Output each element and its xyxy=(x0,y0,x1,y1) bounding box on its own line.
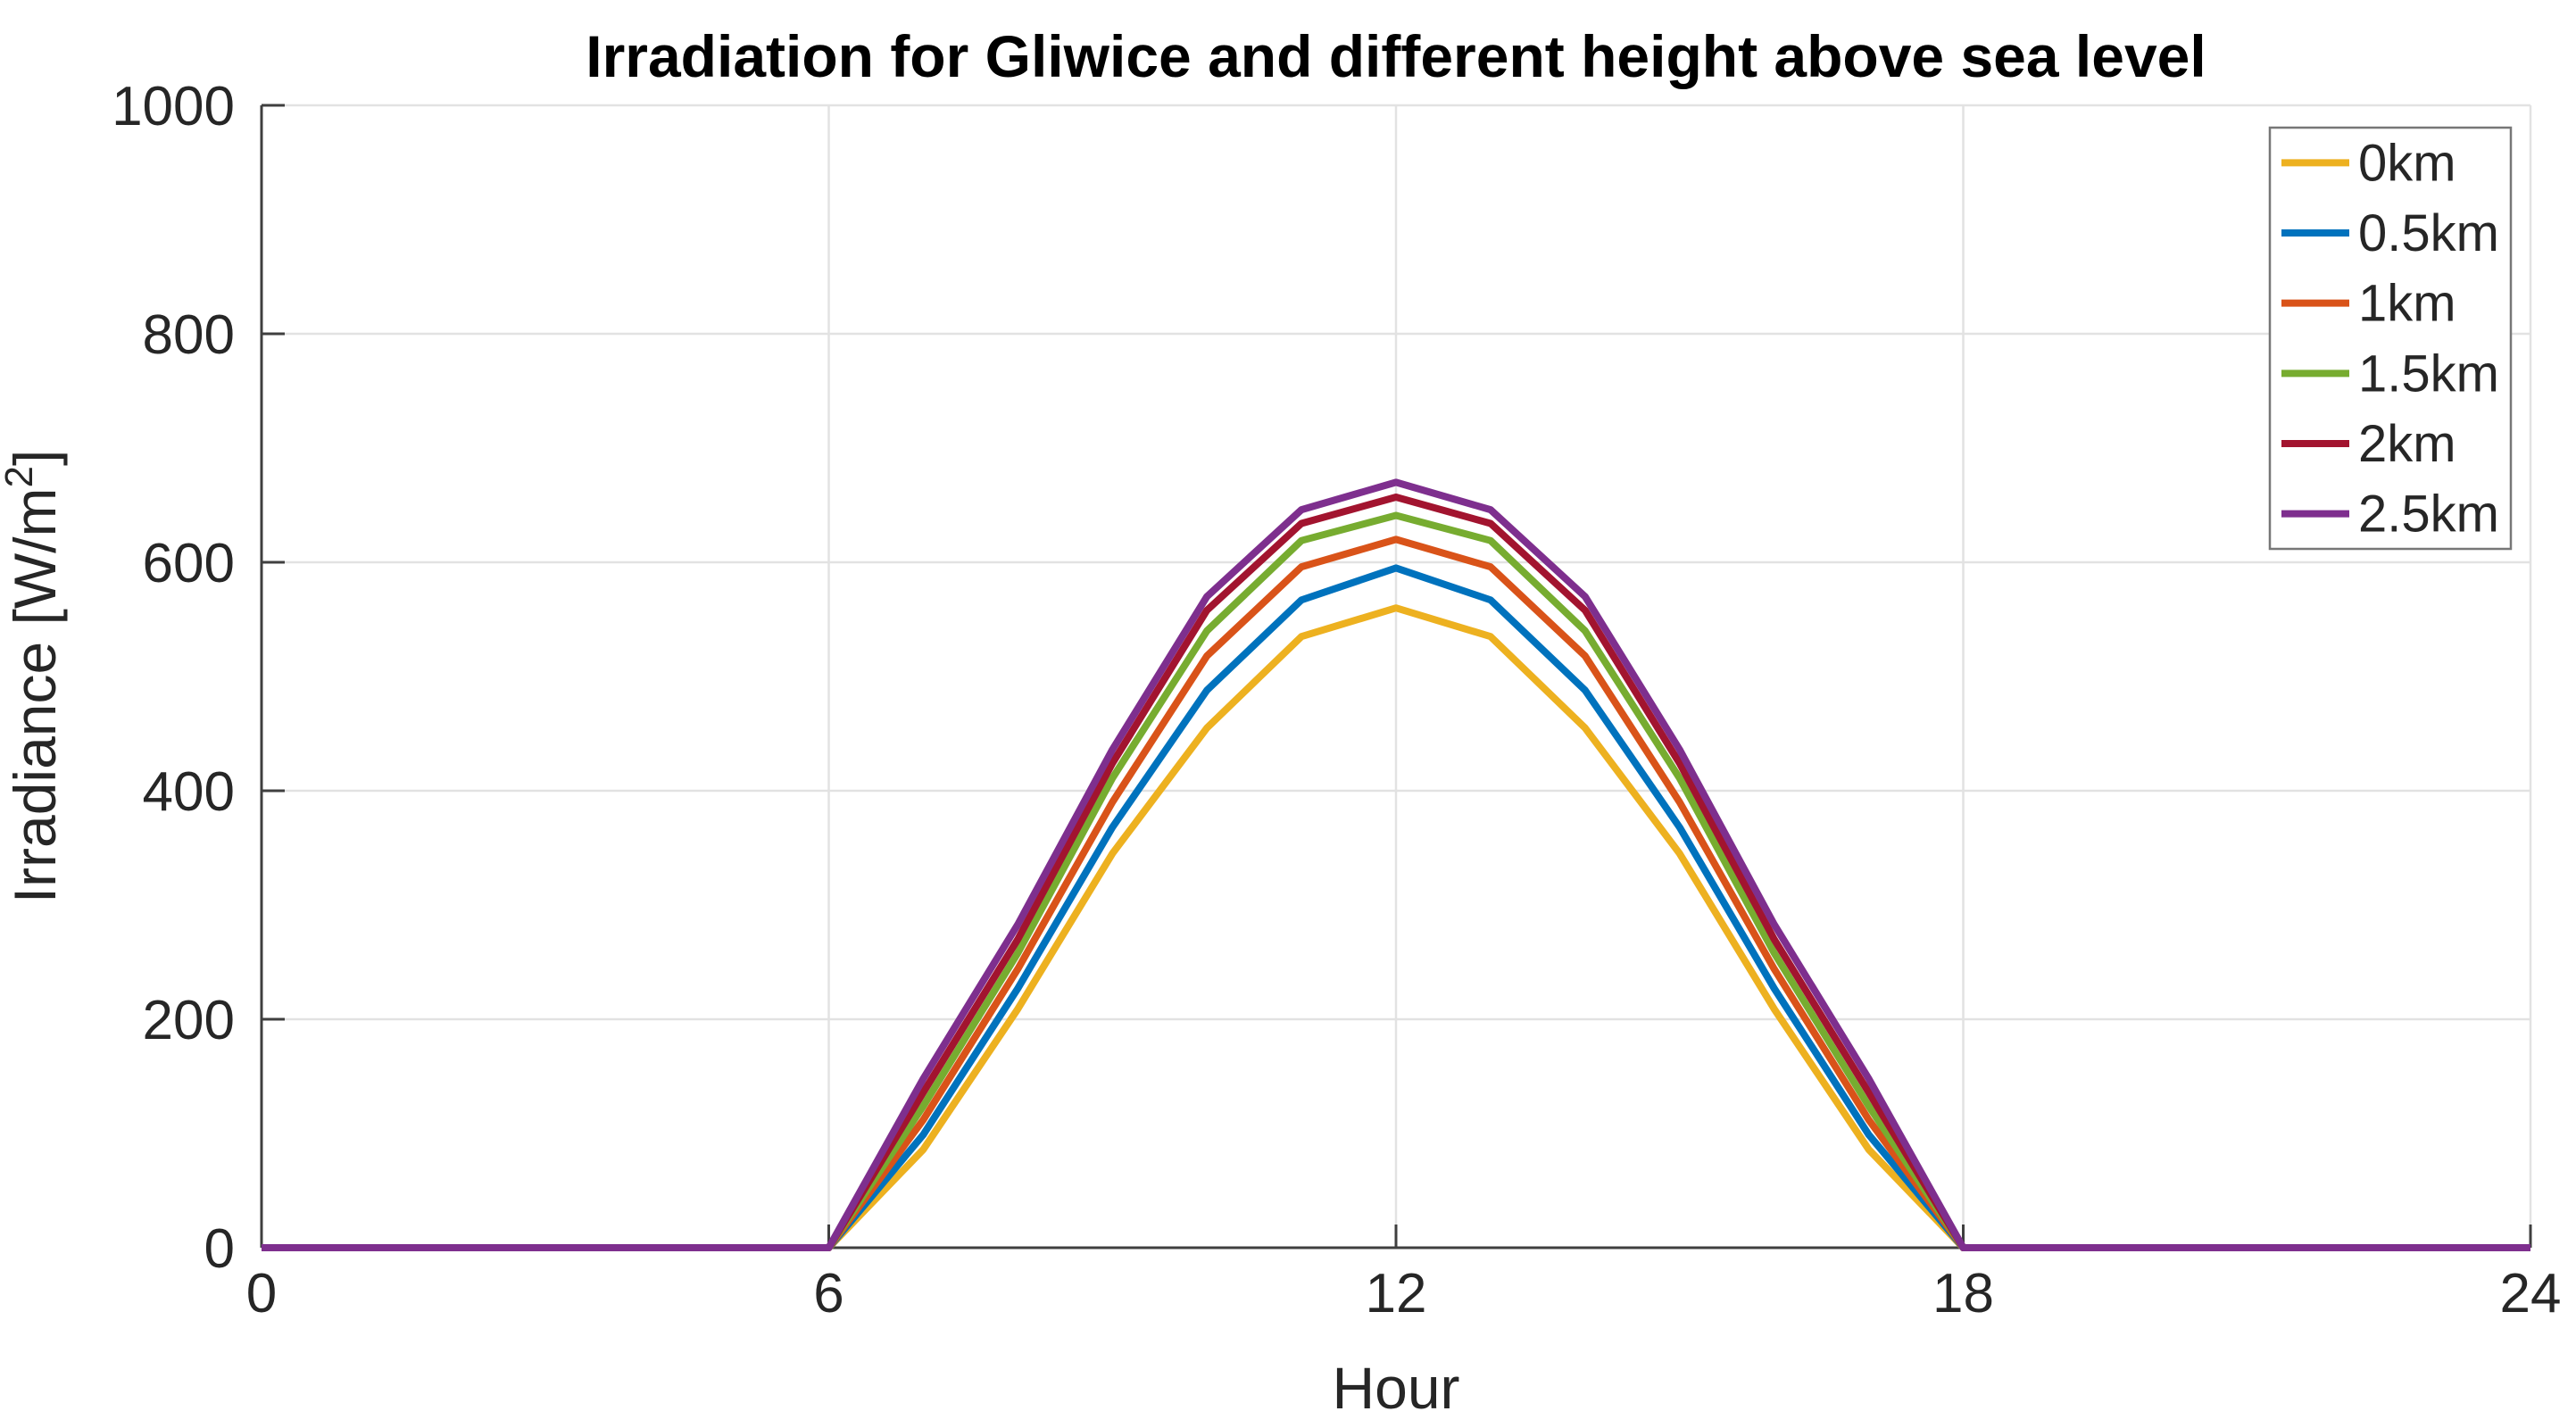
chart-title: Irradiation for Gliwice and different he… xyxy=(586,23,2206,89)
y-axis-label-superscript: 2 xyxy=(0,466,41,487)
tick-labels: 0 6 12 18 24 0 200 400 600 800 1000 xyxy=(112,76,2561,1324)
series-line-2.5km xyxy=(262,478,2530,1251)
x-tick-label: 24 xyxy=(2500,1263,2562,1324)
legend-label: 0.5km xyxy=(2358,204,2499,262)
legend-item: 2.5km xyxy=(2281,486,2499,544)
y-tick-label: 400 xyxy=(143,761,235,823)
legend-item: 0.5km xyxy=(2281,204,2499,262)
series-lines xyxy=(262,478,2530,1251)
y-axis-label-suffix: ] xyxy=(2,450,68,466)
legend-item: 1.5km xyxy=(2281,345,2499,403)
y-tick-label: 800 xyxy=(143,304,235,366)
x-tick-label: 6 xyxy=(813,1263,843,1324)
legend-label: 1km xyxy=(2358,275,2456,333)
legend-box xyxy=(2268,126,2513,551)
legend-item: 0km xyxy=(2281,134,2456,192)
legend-label: 1.5km xyxy=(2358,345,2499,403)
y-tick-label: 1000 xyxy=(112,76,235,137)
y-axis-label-main: Irradiance [W/m xyxy=(2,488,68,904)
legend: 0km 0.5km 1km 1.5km 2km 2.5km xyxy=(2268,126,2513,551)
y-tick-label: 200 xyxy=(143,990,235,1051)
y-tick-label: 600 xyxy=(143,533,235,594)
legend-item: 1km xyxy=(2281,275,2456,333)
x-tick-label: 0 xyxy=(246,1263,277,1324)
x-axis-label: Hour xyxy=(1332,1355,1459,1421)
legend-label: 0km xyxy=(2358,134,2456,192)
x-tick-label: 18 xyxy=(1932,1263,1994,1324)
x-tick-label: 12 xyxy=(1366,1263,1427,1324)
y-tick-label: 0 xyxy=(204,1218,235,1280)
y-axis-label: Irradiance [W/m2] xyxy=(0,450,68,904)
gridlines xyxy=(262,104,2532,1248)
legend-label: 2.5km xyxy=(2358,486,2499,544)
legend-label: 2km xyxy=(2358,415,2456,473)
legend-item: 2km xyxy=(2281,415,2456,473)
